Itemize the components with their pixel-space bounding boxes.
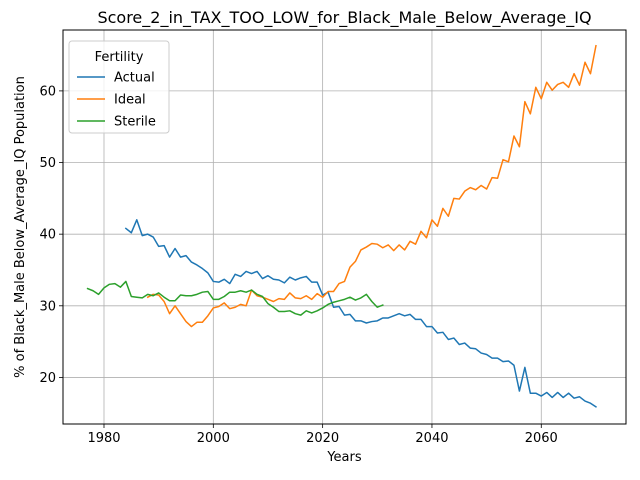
y-tick-label: 20	[39, 371, 56, 386]
x-axis-ticks: 1980 2000 2020 2040 2060	[87, 424, 558, 446]
legend-label-sterile: Sterile	[114, 115, 156, 130]
series-line-ideal	[146, 44, 597, 328]
y-tick-label: 40	[39, 228, 56, 243]
plot-area-frame	[62, 29, 627, 425]
series-lines	[86, 44, 597, 408]
x-tick-label: 2040	[415, 431, 448, 446]
x-axis-label: Years	[326, 450, 362, 465]
legend-entries: Actual Ideal Sterile	[77, 71, 156, 130]
y-axis-ticks: 20 30 40 50 60	[39, 84, 63, 386]
legend-title: Fertility	[95, 50, 144, 65]
series-line-actual	[124, 219, 597, 408]
y-tick-label: 50	[39, 156, 56, 171]
series-line-sterile	[86, 280, 384, 316]
y-tick-label: 30	[39, 299, 56, 314]
legend-box	[68, 40, 170, 134]
x-tick-label: 2020	[306, 431, 339, 446]
y-tick-label: 60	[39, 84, 56, 99]
x-tick-label: 1980	[87, 431, 120, 446]
x-tick-label: 2060	[525, 431, 558, 446]
x-tick-label: 2000	[197, 431, 230, 446]
legend-label-actual: Actual	[114, 71, 155, 86]
y-axis-label: % of Black_Male Below_Average_IQ Populat…	[13, 76, 28, 378]
legend: Fertility Actual Ideal Sterile	[68, 40, 170, 134]
legend-label-ideal: Ideal	[114, 93, 146, 108]
chart-title: Score_2_in_TAX_TOO_LOW_for_Black_Male_Be…	[97, 8, 591, 28]
grid-lines	[63, 30, 626, 424]
